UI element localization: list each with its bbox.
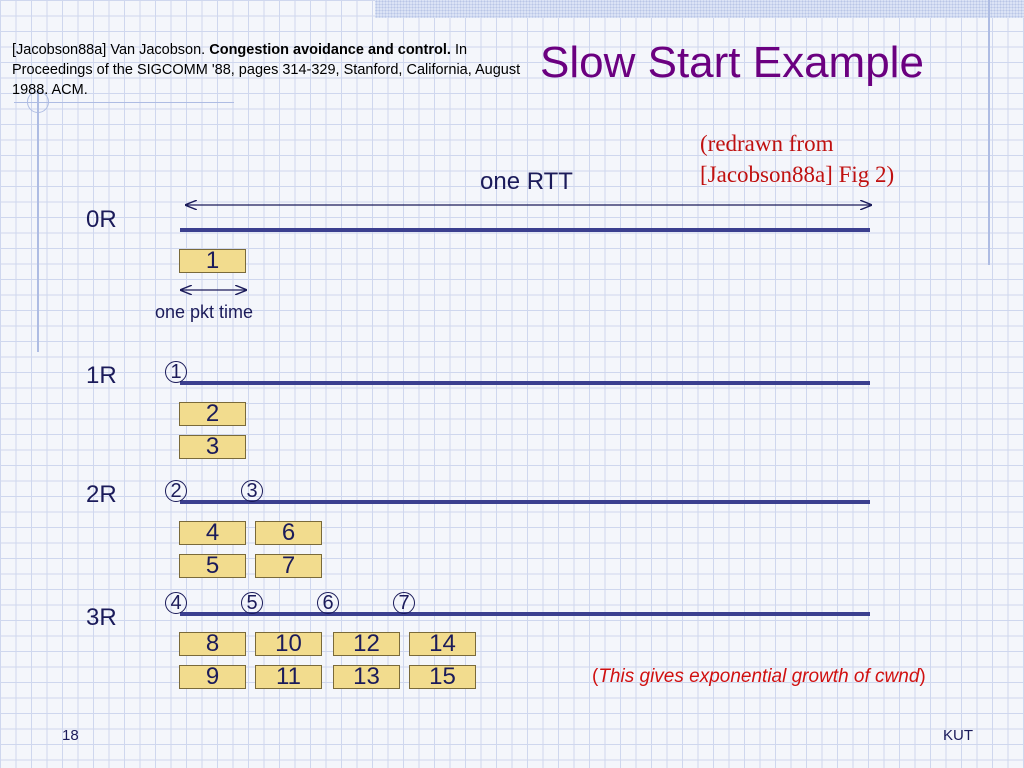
packet-box: 3 [179,435,246,459]
growth-note: (This gives exponential growth of cwnd) [592,666,926,688]
row-label-1r: 1R [86,362,117,389]
ack-marker: 2 [165,480,187,502]
right-decorative-line [988,0,990,265]
row-label-0r: 0R [86,206,117,233]
timeline-2r [180,500,870,504]
packet-box: 2 [179,402,246,426]
note-text: This gives exponential growth of cwnd [598,666,920,687]
ack-marker: 6 [317,592,339,614]
packet-box: 6 [255,521,322,545]
rtt-label: one RTT [480,168,573,195]
timeline-3r [180,612,870,616]
packet-box: 8 [179,632,246,656]
page-title: Slow Start Example [540,38,924,87]
left-decorative-line [37,90,39,352]
reference-prefix: [Jacobson88a] Van Jacobson. [12,42,210,58]
row-label-3r: 3R [86,604,117,631]
packet-box: 9 [179,665,246,689]
note-close: ) [919,666,926,687]
timeline-1r [180,381,870,385]
packet-box: 14 [409,632,476,656]
decorative-circle [27,91,49,113]
packet-box: 15 [409,665,476,689]
ack-marker: 7 [393,592,415,614]
pkt-time-label: one pkt time [155,302,254,322]
packet-box: 13 [333,665,400,689]
packet-box: 12 [333,632,400,656]
packet-box: 10 [255,632,322,656]
ack-marker: 3 [241,480,263,502]
top-decorative-band [375,0,1024,18]
footer-org: KUT [943,727,973,744]
redrawn-note: (redrawn from [Jacobson88a] Fig 2) [700,131,895,187]
packet-box: 4 [179,521,246,545]
ack-marker: 4 [165,592,187,614]
row-label-2r: 2R [86,481,117,508]
packet-box: 5 [179,554,246,578]
timeline-0r [180,228,870,232]
header-decorative-line [14,102,234,103]
ack-marker: 5 [241,592,263,614]
packet-box: 1 [179,249,246,273]
note-open: ( [592,666,599,687]
ack-marker: 1 [165,361,187,383]
reference-title: Congestion avoidance and control. [209,42,451,58]
reference-citation: [Jacobson88a] Van Jacobson. Congestion a… [12,40,542,100]
reference-rest: In Proceedings of the SIGCOMM '88, pages… [12,42,521,98]
packet-box: 7 [255,554,322,578]
packet-box: 11 [255,665,322,689]
page-number: 18 [62,727,79,744]
